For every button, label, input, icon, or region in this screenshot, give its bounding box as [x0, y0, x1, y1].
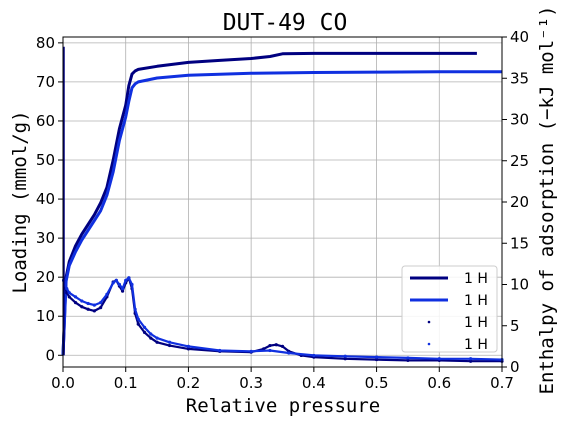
x-tick-label: 0.3 — [239, 374, 263, 392]
y-left-tick-label: 70 — [36, 73, 55, 91]
data-point — [130, 282, 134, 287]
series-line-1 — [61, 70, 502, 356]
y-right-tick-label: 5 — [510, 317, 520, 335]
x-axis-title: Relative pressure — [186, 395, 380, 417]
data-point — [92, 309, 96, 313]
x-tick-label: 0.7 — [490, 374, 514, 392]
x-tick-label: 0.1 — [114, 374, 138, 392]
data-point — [120, 287, 125, 291]
series-points-3 — [62, 276, 504, 362]
legend-label: 1 H — [464, 271, 488, 287]
data-point — [99, 306, 103, 310]
y-right-tick-label: 25 — [510, 152, 529, 170]
data-point — [127, 276, 131, 280]
legend-swatch-marker — [427, 342, 431, 346]
y-axis-left-title: Loading (mmol/g) — [9, 110, 31, 293]
data-point — [117, 282, 122, 287]
data-point — [67, 295, 71, 299]
x-axis: 0.0 0.1 0.2 0.3 0.4 0.5 0.6 0.7 — [51, 367, 514, 392]
y-right-tick-label: 10 — [510, 276, 529, 294]
x-tick-label: 0.2 — [176, 374, 200, 392]
y-axis-right-title: Enthalpy of adsorption (−kJ mol⁻¹) — [536, 6, 558, 395]
data-point — [268, 348, 272, 353]
legend-label: 1 H — [464, 315, 488, 331]
data-point — [149, 336, 153, 340]
series-line-0 — [61, 51, 477, 356]
data-point — [114, 278, 118, 282]
data-point — [99, 301, 103, 305]
data-point — [86, 307, 90, 311]
y-left-tick-label: 0 — [45, 346, 55, 364]
data-point — [406, 358, 410, 362]
data-point — [343, 357, 347, 361]
data-point — [124, 278, 128, 282]
y-right-tick-label: 40 — [510, 28, 529, 46]
data-point — [111, 281, 115, 285]
data-point — [406, 356, 410, 360]
data-point — [133, 307, 137, 311]
y-left-tick-label: 20 — [36, 268, 55, 286]
data-point — [136, 317, 140, 321]
legend-swatch-marker — [427, 320, 431, 324]
data-point — [268, 343, 272, 348]
series-layer — [61, 46, 504, 363]
data-point — [65, 287, 69, 291]
legend-box — [401, 265, 498, 353]
y-right-tick-label: 0 — [510, 358, 520, 376]
data-point — [280, 344, 285, 348]
data-point — [218, 348, 222, 353]
legend-label: 1 H — [464, 293, 488, 309]
data-point — [249, 349, 253, 353]
data-point — [86, 301, 90, 306]
data-point — [437, 357, 441, 361]
data-point — [155, 336, 159, 340]
data-point — [149, 332, 153, 336]
data-point — [374, 357, 379, 362]
x-tick-label: 0.4 — [302, 374, 326, 392]
chart-title: DUT-49 CO — [223, 10, 348, 36]
data-point — [80, 305, 84, 309]
data-point — [312, 353, 316, 358]
y-right-tick-label: 30 — [510, 111, 529, 129]
data-point — [92, 303, 96, 307]
grid — [62, 37, 503, 367]
y-left-tick-label: 80 — [36, 34, 55, 52]
y-right-tick-label: 15 — [510, 234, 529, 252]
y-left-tick-label: 50 — [36, 151, 55, 169]
x-tick-label: 0.5 — [365, 374, 389, 392]
data-point — [73, 301, 78, 305]
y-axis-right: 0 5 10 15 20 25 30 35 40 — [502, 28, 529, 376]
data-point — [80, 299, 84, 303]
x-tick-label: 0.0 — [51, 374, 75, 392]
data-point — [155, 340, 159, 344]
y-left-tick-label: 60 — [36, 112, 55, 130]
data-point — [374, 355, 379, 359]
data-point — [67, 291, 71, 295]
data-point — [142, 325, 147, 329]
data-point — [120, 289, 125, 293]
legend: 1 H 1 H 1 H 1 H — [401, 265, 498, 353]
data-point — [186, 347, 191, 351]
y-right-tick-label: 20 — [510, 193, 529, 211]
data-point — [168, 340, 172, 344]
data-point — [186, 344, 191, 348]
y-left-tick-label: 10 — [36, 307, 55, 325]
data-point — [168, 343, 172, 348]
data-point — [469, 357, 473, 361]
y-left-tick-label: 40 — [36, 190, 55, 208]
data-point — [274, 343, 278, 347]
data-point — [105, 292, 109, 296]
data-point — [136, 322, 140, 326]
data-point — [287, 351, 291, 355]
y-right-tick-label: 35 — [510, 69, 529, 87]
data-point — [343, 354, 347, 358]
x-tick-label: 0.6 — [427, 374, 451, 392]
y-left-tick-label: 30 — [36, 229, 55, 247]
legend-label: 1 H — [464, 337, 488, 353]
data-point — [142, 330, 147, 334]
data-point — [469, 359, 473, 363]
data-point — [73, 295, 78, 299]
y-axis-left: 0 10 20 30 40 50 60 70 80 — [36, 34, 63, 364]
